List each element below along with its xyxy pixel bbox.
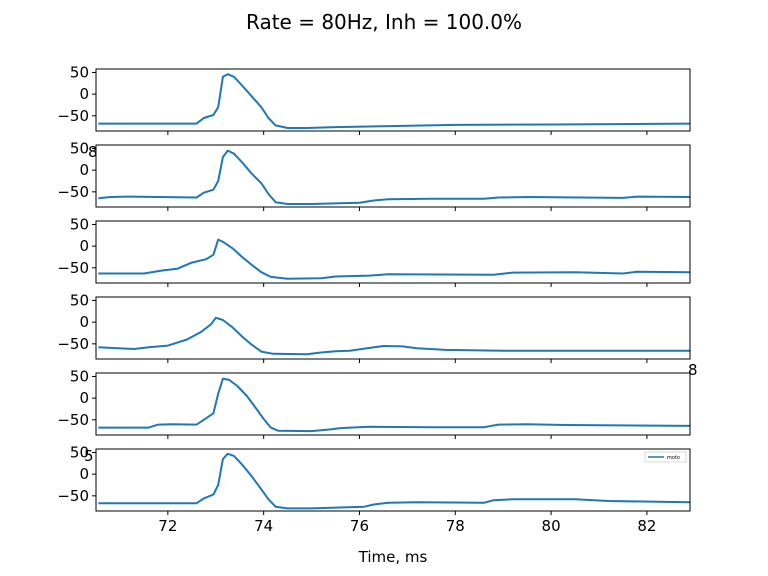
- y-tick-label: −50: [57, 487, 89, 505]
- y-tick-label: 50: [70, 63, 89, 81]
- y-tick-label: 50: [70, 139, 89, 157]
- panels: 50 0 −50 50 0 −50 50 0 −50 50 0 −50 50 0 −50 50 0 −50 8 8 5 m…: [57, 63, 698, 515]
- panel-3: 50 0 −50: [57, 215, 691, 287]
- panel-1: 50 0 −50: [57, 63, 691, 135]
- y-tick-label: 0: [79, 85, 89, 103]
- y-tick-label: 50: [70, 291, 89, 309]
- panel-frame: [95, 144, 691, 208]
- panel-frame: [95, 296, 691, 360]
- y-tick-label: −50: [57, 183, 89, 201]
- panel-4: 50 0 −50: [57, 291, 691, 363]
- series-line-moto: [98, 238, 691, 280]
- y-tick-label: 0: [79, 389, 89, 407]
- series-line-moto: [98, 149, 691, 205]
- series-line-moto: [98, 316, 690, 356]
- y-tick-label: 0: [79, 465, 89, 483]
- x-tick-label: 72: [158, 517, 177, 535]
- panel-2: 50 0 −50: [57, 139, 691, 211]
- y-tick-label: 0: [79, 237, 89, 255]
- legend-frame: [644, 451, 687, 463]
- x-tick-label: 76: [350, 517, 369, 535]
- panel-frame: [95, 68, 691, 132]
- panel-frame: [95, 448, 691, 512]
- series-line-moto: [98, 73, 691, 129]
- panel-frame: [95, 372, 691, 436]
- series-line-moto: [98, 377, 691, 433]
- series-line-moto: [98, 452, 691, 510]
- x-tick-label: 74: [254, 517, 273, 535]
- legend: moto: [644, 451, 687, 463]
- y-tick-label: 0: [79, 313, 89, 331]
- y-tick-label: −50: [57, 335, 89, 353]
- stray-label: 8: [688, 361, 698, 379]
- y-tick-label: −50: [57, 259, 89, 277]
- stray-label: 8: [88, 143, 98, 161]
- chart-title: Rate = 80Hz, Inh = 100.0%: [246, 10, 522, 34]
- legend-label: moto: [667, 455, 680, 461]
- stray-label: 5: [84, 447, 94, 465]
- y-tick-label: 0: [79, 161, 89, 179]
- x-tick-label: 80: [542, 517, 561, 535]
- y-tick-label: 50: [70, 443, 89, 461]
- y-tick-label: −50: [57, 107, 89, 125]
- panel-6: 50 0 −50: [57, 443, 691, 515]
- x-tick-label: 78: [446, 517, 465, 535]
- x-tick-label: 82: [637, 517, 656, 535]
- y-tick-label: 50: [70, 367, 89, 385]
- panel-frame: [95, 220, 691, 284]
- y-tick-label: −50: [57, 411, 89, 429]
- y-tick-label: 50: [70, 215, 89, 233]
- x-axis: 72 74 76 78 80 82: [158, 517, 656, 535]
- x-axis-label: Time, ms: [358, 548, 428, 566]
- panel-5: 50 0 −50: [57, 367, 691, 439]
